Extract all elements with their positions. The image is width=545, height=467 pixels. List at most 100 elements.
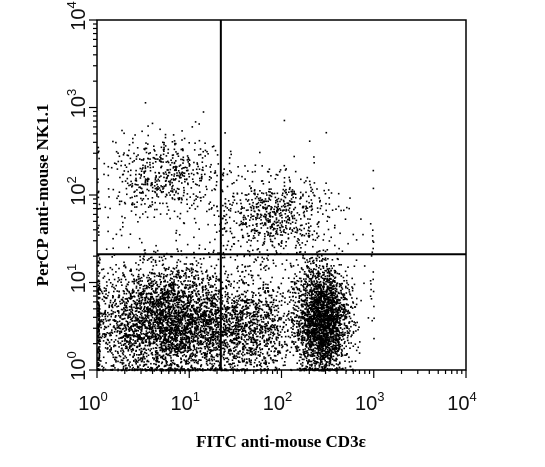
scatter-point (102, 277, 105, 279)
scatter-point (164, 317, 167, 319)
scatter-point (182, 311, 184, 313)
scatter-point (213, 362, 216, 365)
scatter-point (234, 301, 236, 303)
scatter-point (128, 305, 131, 308)
scatter-point (298, 301, 301, 304)
scatter-point (191, 366, 193, 369)
scatter-point (169, 293, 172, 296)
scatter-point (345, 310, 347, 313)
scatter-point (187, 288, 190, 290)
scatter-point (181, 316, 184, 318)
scatter-point (138, 320, 141, 322)
scatter-point (197, 314, 199, 316)
scatter-point (153, 317, 156, 320)
scatter-point (185, 306, 188, 308)
scatter-point (302, 368, 304, 370)
scatter-point (204, 338, 207, 341)
scatter-point (136, 325, 139, 328)
scatter-point (151, 327, 154, 330)
scatter-point (135, 304, 138, 307)
scatter-point (343, 333, 345, 335)
scatter-point (309, 289, 311, 291)
scatter-point (111, 283, 114, 286)
scatter-point (170, 367, 172, 369)
scatter-point (139, 293, 142, 296)
scatter-point (270, 342, 272, 344)
scatter-point (165, 339, 168, 342)
scatter-point (178, 321, 180, 324)
scatter-point (227, 360, 229, 363)
scatter-point (179, 299, 182, 302)
scatter-point (151, 309, 154, 311)
scatter-point (189, 327, 191, 329)
scatter-point (104, 347, 107, 349)
scatter-point (300, 317, 302, 319)
scatter-point (173, 317, 175, 320)
scatter-point (126, 289, 129, 291)
scatter-point (187, 368, 189, 370)
scatter-point (264, 329, 267, 332)
scatter-point (127, 341, 130, 343)
scatter-point (162, 354, 165, 357)
scatter-point (170, 329, 173, 332)
scatter-point (194, 331, 196, 334)
scatter-point (193, 323, 196, 325)
scatter-point (164, 268, 167, 270)
scatter-point (200, 343, 202, 346)
scatter-point (207, 339, 210, 342)
scatter-point (334, 350, 336, 352)
scatter-point (163, 365, 166, 368)
scatter-point (171, 368, 174, 370)
scatter-point (186, 342, 189, 344)
scatter-point (162, 310, 164, 312)
scatter-point (193, 336, 195, 339)
scatter-point (191, 290, 194, 293)
scatter-point (181, 269, 183, 272)
scatter-point (144, 287, 146, 290)
scatter-point (208, 291, 211, 294)
scatter-point (119, 228, 122, 231)
scatter-point (114, 298, 117, 301)
scatter-point (147, 312, 149, 314)
scatter-point (171, 292, 173, 294)
scatter-point (115, 361, 117, 363)
scatter-point (185, 295, 188, 297)
scatter-point (179, 260, 182, 263)
scatter-point (104, 315, 106, 318)
scatter-point (119, 324, 122, 327)
scatter-point (106, 343, 109, 346)
scatter-point (263, 334, 265, 337)
scatter-point (168, 335, 171, 337)
scatter-point (146, 308, 148, 310)
scatter-point (158, 272, 160, 274)
scatter-point (138, 297, 141, 300)
scatter-point (247, 265, 249, 268)
scatter-point (106, 338, 109, 341)
scatter-point (226, 309, 228, 311)
scatter-point (148, 277, 150, 279)
scatter-point (334, 324, 337, 327)
scatter-point (309, 294, 311, 297)
scatter-point (101, 268, 103, 271)
scatter-point (202, 352, 205, 354)
scatter-point (190, 322, 193, 324)
scatter-point (158, 285, 161, 288)
scatter-point (182, 291, 184, 293)
scatter-point (268, 308, 270, 311)
scatter-point (343, 324, 346, 326)
scatter-point (169, 322, 171, 324)
scatter-point (168, 336, 171, 338)
scatter-point (323, 299, 326, 302)
scatter-point (346, 326, 349, 328)
scatter-point (156, 311, 158, 314)
scatter-point (101, 365, 103, 368)
scatter-point (103, 328, 106, 330)
scatter-point (130, 349, 132, 351)
scatter-point (158, 316, 160, 319)
scatter-point (196, 290, 199, 293)
scatter-point (149, 282, 152, 284)
scatter-point (332, 337, 335, 340)
scatter-point (104, 318, 107, 320)
scatter-point (114, 350, 117, 352)
scatter-point (144, 344, 146, 347)
